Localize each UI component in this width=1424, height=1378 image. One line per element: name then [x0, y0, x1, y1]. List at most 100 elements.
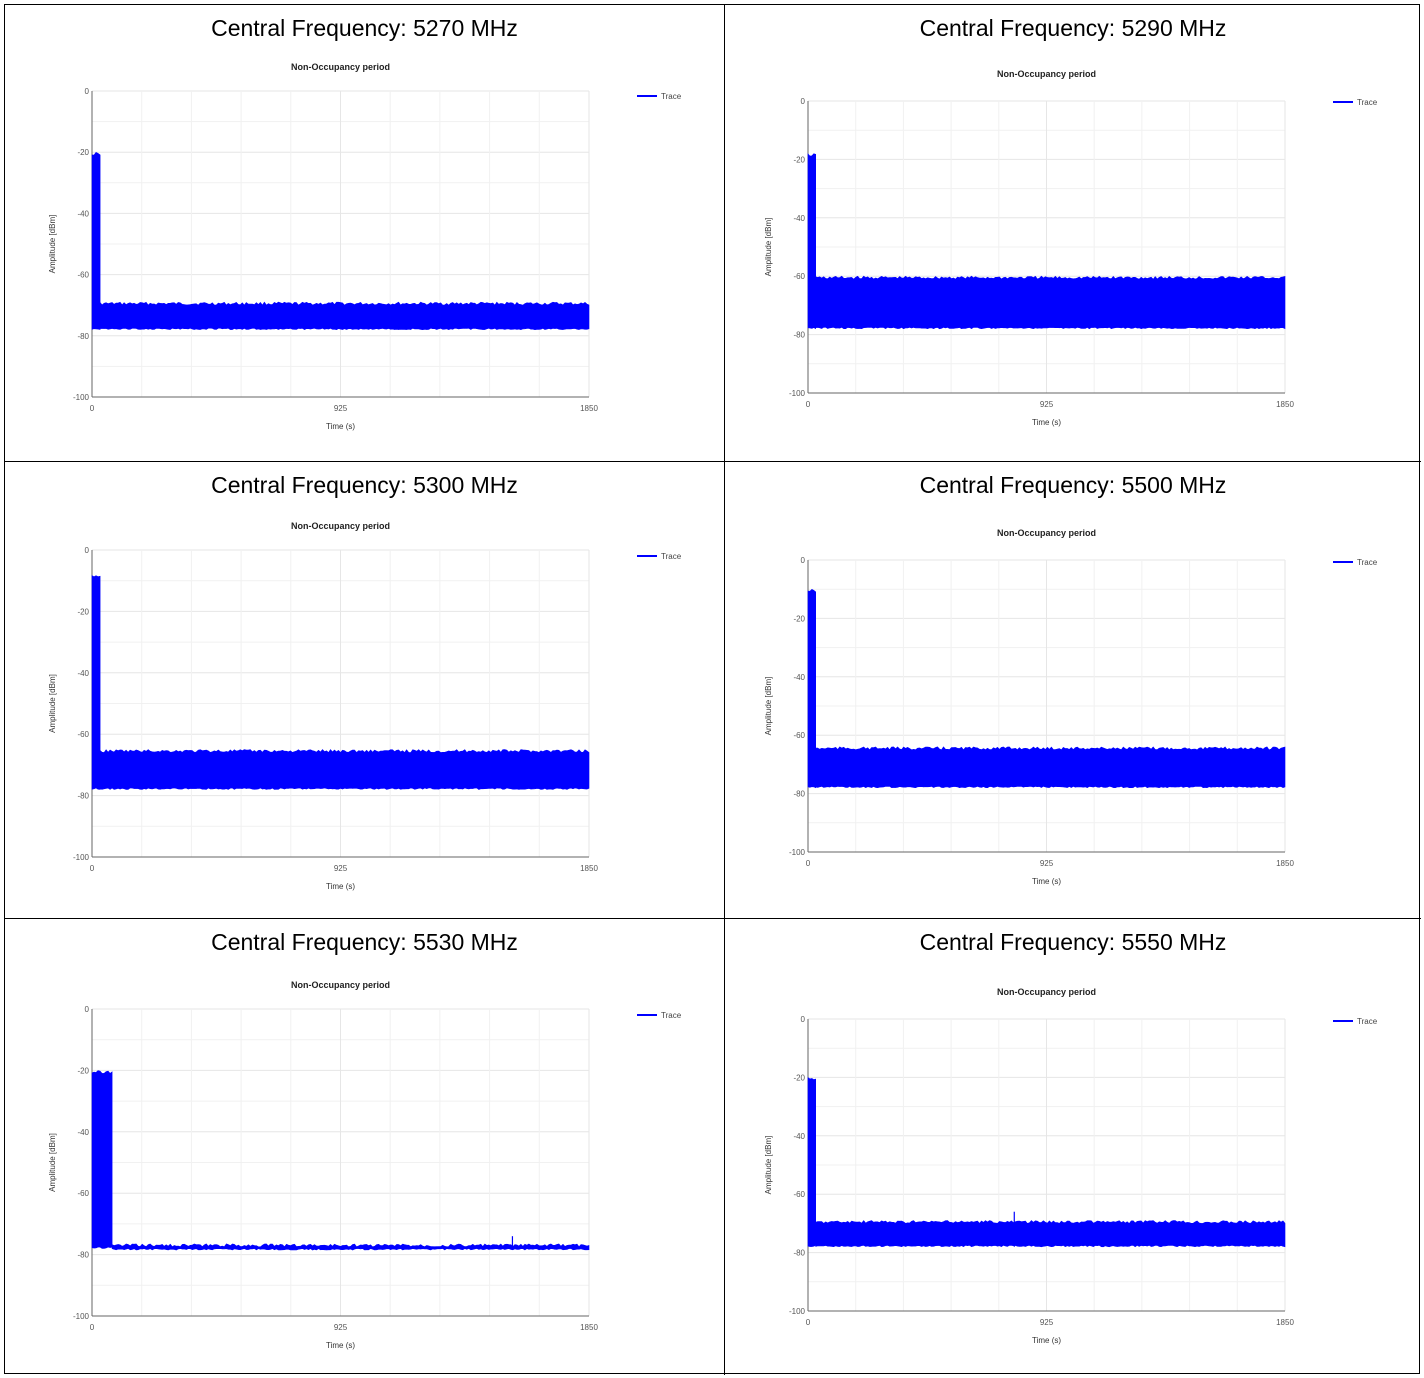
- x-tick-label: 1850: [1276, 1318, 1294, 1327]
- chart-title: Non-Occupancy period: [291, 62, 390, 72]
- y-axis-label: Amplitude [dBm]: [48, 1133, 57, 1192]
- x-axis-label: Time (s): [326, 422, 355, 431]
- y-tick-label: -80: [77, 332, 89, 341]
- results-table: Central Frequency: 5270 MHz 0 -20 -40 -60 -8…: [4, 4, 1421, 1375]
- x-tick-label: 0: [90, 1323, 95, 1332]
- y-tick-label: -60: [793, 272, 805, 281]
- trace-band: [815, 1220, 1286, 1248]
- x-tick-label: 1850: [580, 404, 598, 413]
- x-tick-label: 1850: [1276, 400, 1294, 409]
- y-axis-label: Amplitude [dBm]: [48, 674, 57, 733]
- central-frequency-caption: Central Frequency: 5500 MHz: [919, 472, 1227, 498]
- y-tick-label: -100: [789, 389, 806, 398]
- central-frequency-caption: Central Frequency: 5300 MHz: [211, 472, 518, 498]
- trace-band: [111, 1243, 590, 1251]
- table-cell: Central Frequency: 5300 MHz 0 -20 -40 -60 -8…: [5, 462, 725, 919]
- x-tick-label: 925: [1040, 859, 1054, 868]
- y-tick-label: -40: [77, 669, 89, 678]
- x-axis-label: Time (s): [326, 1341, 355, 1350]
- y-tick-label: -40: [793, 1132, 805, 1141]
- legend-label: Trace: [1357, 98, 1378, 107]
- trace-band: [91, 1070, 113, 1249]
- table-cell: Central Frequency: 5290 MHz 0 -20 -40 -60 -8…: [725, 5, 1421, 462]
- x-axis-label: Time (s): [1032, 418, 1061, 427]
- legend-label: Trace: [661, 1011, 682, 1020]
- y-tick-label: -100: [789, 1307, 806, 1316]
- central-frequency-caption: Central Frequency: 5270 MHz: [211, 15, 518, 41]
- y-tick-label: 0: [801, 1015, 806, 1024]
- x-tick-label: 0: [90, 404, 95, 413]
- x-tick-label: 925: [334, 1323, 348, 1332]
- central-frequency-caption: Central Frequency: 5550 MHz: [919, 929, 1227, 955]
- y-tick-label: -20: [793, 614, 805, 623]
- y-tick-label: -80: [77, 1251, 89, 1260]
- legend-label: Trace: [1357, 1017, 1378, 1026]
- y-axis-label: Amplitude [dBm]: [48, 215, 57, 274]
- trace-band: [99, 301, 590, 331]
- y-tick-label: -40: [77, 209, 89, 218]
- y-tick-label: 0: [85, 1005, 90, 1014]
- x-tick-label: 0: [806, 1318, 811, 1327]
- y-tick-label: -60: [77, 1189, 89, 1198]
- y-tick-label: 0: [801, 97, 806, 106]
- table-cell: Central Frequency: 5530 MHz 0 -20 -40 -60 -8…: [5, 919, 725, 1375]
- x-tick-label: 1850: [580, 1323, 598, 1332]
- x-tick-label: 1850: [1276, 859, 1294, 868]
- gridlines: [807, 100, 1286, 394]
- y-axis-label: Amplitude [dBm]: [764, 218, 773, 277]
- x-tick-label: 925: [334, 404, 348, 413]
- x-tick-label: 0: [90, 864, 95, 873]
- trace-band: [807, 1077, 816, 1247]
- y-tick-label: -20: [793, 155, 805, 164]
- y-tick-label: -100: [73, 1312, 90, 1321]
- legend-label: Trace: [661, 92, 682, 101]
- y-axis-label: Amplitude [dBm]: [764, 677, 773, 736]
- x-axis-label: Time (s): [1032, 877, 1061, 886]
- gridlines: [91, 549, 590, 858]
- trace-band: [815, 746, 1286, 789]
- chart-title: Non-Occupancy period: [997, 69, 1096, 79]
- y-tick-label: -40: [77, 1128, 89, 1137]
- y-tick-label: -60: [77, 730, 89, 739]
- chart-title: Non-Occupancy period: [997, 528, 1096, 538]
- y-tick-label: -100: [73, 393, 90, 402]
- y-tick-label: -20: [793, 1073, 805, 1082]
- x-tick-label: 925: [1040, 1318, 1054, 1327]
- y-tick-label: -80: [793, 1249, 805, 1258]
- y-tick-label: -60: [793, 1190, 805, 1199]
- y-tick-label: -40: [793, 673, 805, 682]
- y-tick-label: -20: [77, 148, 89, 157]
- trace-band: [815, 275, 1286, 330]
- x-tick-label: 1850: [580, 864, 598, 873]
- y-tick-label: -60: [793, 731, 805, 740]
- table-cell: Central Frequency: 5550 MHz 0 -20 -40 -60 -8…: [725, 919, 1421, 1375]
- chart-title: Non-Occupancy period: [291, 521, 390, 531]
- x-axis-label: Time (s): [1032, 1336, 1061, 1345]
- trace-band: [807, 153, 816, 330]
- legend-label: Trace: [661, 552, 682, 561]
- trace-band: [99, 749, 590, 790]
- y-tick-label: 0: [85, 87, 90, 96]
- x-tick-label: 925: [334, 864, 348, 873]
- trace-band: [91, 152, 101, 330]
- trace-band: [91, 575, 101, 790]
- gridlines: [91, 1008, 590, 1317]
- y-axis-label: Amplitude [dBm]: [764, 1136, 773, 1195]
- y-tick-label: -100: [73, 853, 90, 862]
- y-tick-label: -20: [77, 1066, 89, 1075]
- gridlines: [91, 90, 590, 398]
- y-tick-label: 0: [85, 546, 90, 555]
- legend-label: Trace: [1357, 558, 1378, 567]
- gridlines: [807, 1018, 1286, 1312]
- x-tick-label: 925: [1040, 400, 1054, 409]
- central-frequency-caption: Central Frequency: 5530 MHz: [211, 929, 518, 955]
- y-tick-label: -40: [793, 214, 805, 223]
- x-tick-label: 0: [806, 400, 811, 409]
- y-tick-label: -80: [793, 790, 805, 799]
- central-frequency-caption: Central Frequency: 5290 MHz: [919, 15, 1227, 41]
- chart-title: Non-Occupancy period: [291, 980, 390, 990]
